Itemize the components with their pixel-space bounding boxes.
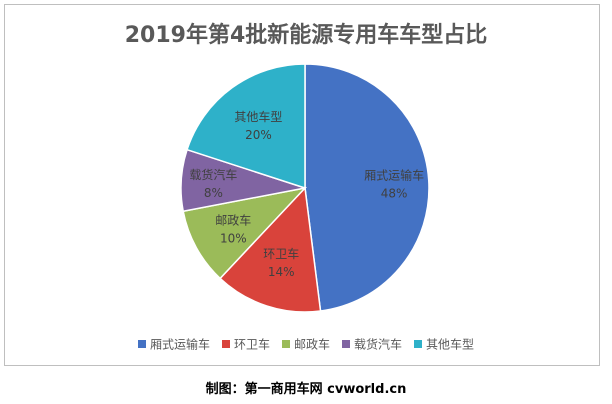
legend-swatch-3: [282, 340, 290, 348]
slice-category-label-3: 邮政车: [215, 212, 251, 227]
legend-label-5: 其他车型: [426, 337, 474, 352]
slice-category-label-4: 载货汽车: [189, 167, 237, 182]
image-caption: 制图：第一商用车网 cvworld.cn: [205, 382, 407, 397]
legend-swatch-2: [222, 340, 230, 348]
pie-slices: [180, 63, 430, 313]
chart-legend: 厢式运输车 环卫车 邮政车 载货汽车 其他车型: [138, 337, 474, 352]
slice-category-label-5: 其他车型: [234, 109, 282, 124]
chart-title: 2019年第4批新能源专用车车型占比: [125, 22, 488, 48]
legend-swatch-5: [414, 340, 422, 348]
slice-value-label-4: 8%: [204, 186, 223, 200]
pie-chart: 2019年第4批新能源专用车车型占比 厢式运输车 48% 环卫车 14% 邮政车 10% 载…: [125, 22, 488, 352]
pie-slice-5: [186, 63, 306, 190]
slice-value-label-3: 10%: [220, 231, 247, 245]
legend-swatch-1: [138, 340, 146, 348]
slice-category-label-1: 厢式运输车: [364, 167, 424, 182]
pie-slice-1: [304, 63, 430, 312]
slice-value-label-5: 20%: [245, 128, 272, 142]
slice-category-label-2: 环卫车: [263, 246, 299, 261]
pie-slice-2: [219, 186, 322, 313]
pie-slice-3: [182, 186, 308, 280]
slice-value-label-2: 14%: [268, 265, 295, 279]
legend-label-1: 厢式运输车: [150, 337, 210, 352]
legend-swatch-4: [342, 340, 350, 348]
legend-label-3: 邮政车: [294, 337, 330, 352]
slice-value-label-1: 48%: [381, 186, 408, 200]
slice-labels: 厢式运输车 48% 环卫车 14% 邮政车 10% 载货汽车 8% 其他车型 20%: [189, 109, 424, 279]
legend-label-4: 载货汽车: [354, 337, 402, 352]
legend-label-2: 环卫车: [234, 337, 270, 352]
